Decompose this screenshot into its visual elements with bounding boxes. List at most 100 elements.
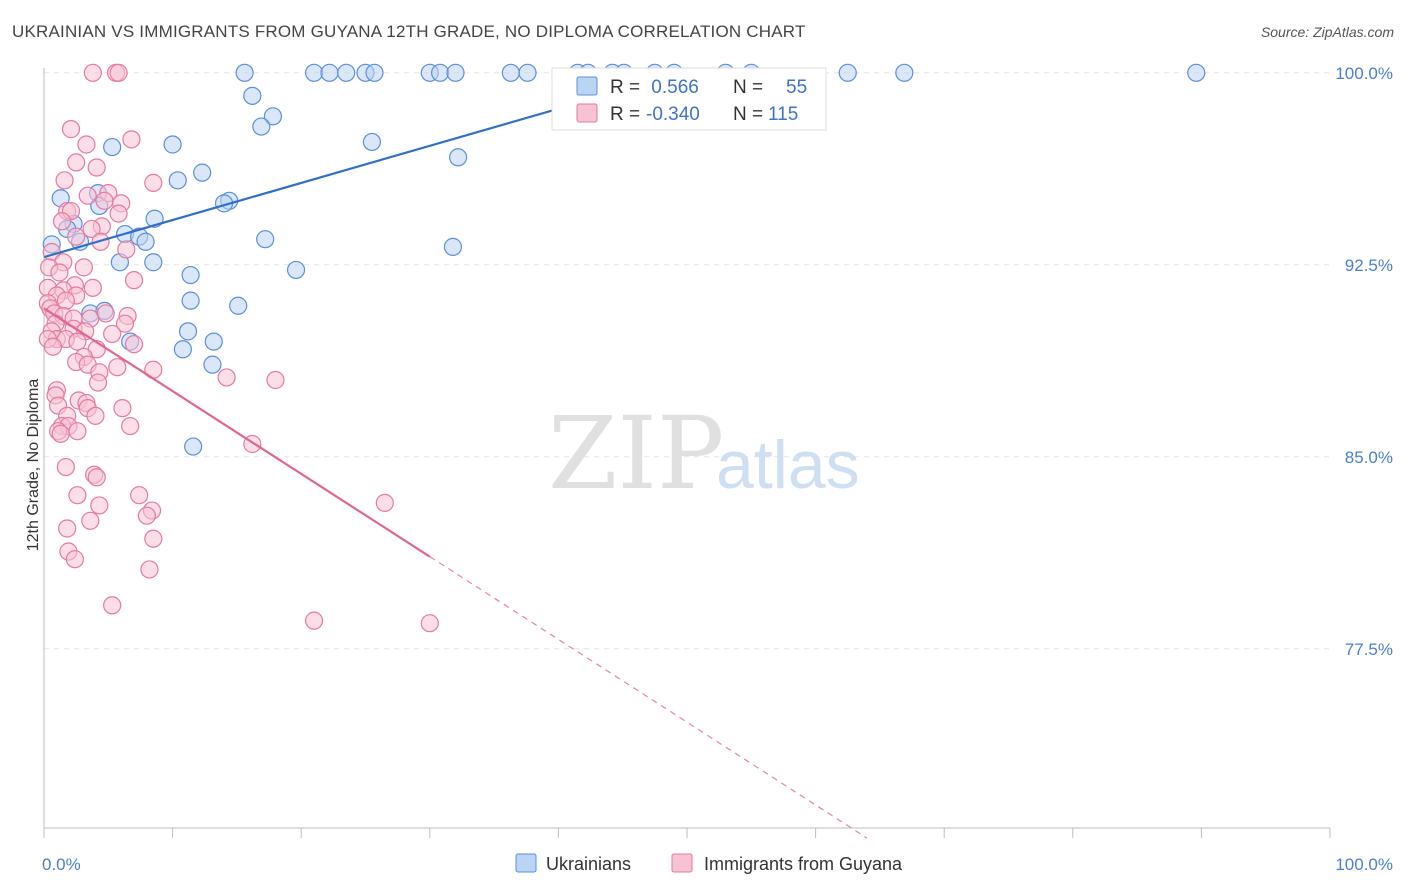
point-guyana-17 [52, 212, 72, 231]
point-guyana-63 [217, 368, 236, 387]
point-guyana-4 [122, 130, 141, 149]
point-guyana-55 [43, 337, 63, 356]
point-guyana-2 [109, 63, 128, 82]
legend-r-label-1: R = [610, 77, 640, 98]
point-guyana-95 [65, 550, 84, 569]
point-guyana-74 [86, 406, 105, 425]
point-guyana-53 [68, 332, 87, 351]
point-guyana-22 [117, 240, 136, 259]
legend-n-value-2: 115 [768, 104, 798, 125]
bottom-legend-swatch-guyana [671, 853, 693, 873]
point-guyana-54 [124, 335, 144, 354]
point-ukrainians-25 [103, 137, 122, 157]
point-ukrainians-0 [235, 63, 254, 82]
x-ticks [43, 828, 1331, 838]
point-guyana-9 [144, 173, 163, 192]
point-guyana-30 [83, 278, 102, 297]
point-ukrainians-30 [168, 171, 187, 190]
point-ukrainians-48 [286, 260, 306, 280]
point-ukrainians-21 [1187, 63, 1206, 82]
point-guyana-86 [130, 486, 149, 505]
point-guyana-85 [68, 486, 87, 505]
point-ukrainians-19 [838, 63, 857, 82]
legend: R = 0.566 N = 55 R = -0.340 N = 115 [551, 67, 827, 131]
legend-r-value-2: -0.340 [646, 104, 700, 125]
point-ukrainians-43 [256, 230, 275, 249]
point-guyana-3 [61, 120, 81, 139]
point-ukrainians-8 [446, 63, 465, 82]
point-ukrainians-2 [320, 63, 339, 82]
point-guyana-79 [68, 422, 87, 441]
point-ukrainians-20 [895, 63, 914, 82]
point-guyana-98 [304, 611, 324, 630]
y-tick-label-0: 77.5% [1345, 640, 1393, 659]
point-guyana-88 [90, 496, 109, 515]
point-guyana-64 [266, 370, 285, 390]
x-tick-label-1: 100.0% [1335, 855, 1393, 874]
point-guyana-82 [56, 457, 75, 477]
point-guyana-93 [144, 529, 163, 548]
point-ukrainians-54 [178, 322, 198, 341]
x-tick-label-0: 0.0% [42, 855, 81, 874]
point-guyana-8 [55, 171, 74, 190]
trend-line-guyana [43, 307, 431, 558]
bottom-legend: Ukrainians Immigrants from Guyana [515, 853, 903, 874]
point-guyana-87 [375, 493, 394, 512]
point-guyana-49 [103, 324, 122, 344]
point-guyana-80 [51, 424, 70, 443]
point-guyana-91 [81, 511, 100, 530]
chart-source: Source: ZipAtlas.com [1260, 24, 1394, 40]
point-ukrainians-27 [362, 132, 382, 152]
bottom-legend-swatch-ukrainians [515, 853, 537, 873]
gridlines [44, 72, 1330, 650]
point-guyana-71 [113, 399, 132, 418]
point-ukrainians-22 [243, 86, 262, 105]
point-guyana-45 [115, 314, 135, 333]
point-ukrainians-50 [181, 291, 200, 310]
point-ukrainians-7 [430, 63, 450, 82]
point-ukrainians-10 [518, 63, 537, 82]
y-axis-label: 12th Grade, No Diploma [25, 379, 42, 552]
point-guyana-39 [96, 304, 115, 323]
y-tick-label-1: 85.0% [1345, 448, 1393, 467]
point-guyana-75 [121, 416, 140, 436]
point-guyana-65 [88, 373, 108, 392]
point-guyana-12 [95, 191, 114, 210]
point-ukrainians-44 [136, 232, 155, 251]
point-ukrainians-5 [365, 63, 384, 82]
point-guyana-99 [420, 614, 439, 633]
point-guyana-92 [58, 519, 77, 538]
point-guyana-96 [140, 560, 159, 579]
point-guyana-25 [74, 258, 93, 277]
legend-n-label-2: N = [733, 104, 763, 125]
point-guyana-16 [109, 204, 128, 223]
point-ukrainians-23 [263, 107, 283, 126]
watermark-atlas: atlas [716, 427, 860, 503]
point-guyana-27 [50, 263, 69, 282]
legend-swatch-guyana [576, 103, 598, 123]
point-ukrainians-29 [193, 163, 212, 182]
y-tick-label-3: 100.0% [1335, 64, 1393, 83]
point-guyana-5 [77, 135, 96, 154]
legend-n-label-1: N = [733, 77, 763, 98]
data-points [38, 63, 1206, 633]
point-ukrainians-58 [203, 355, 222, 374]
legend-r-value-1: 0.566 [646, 77, 699, 98]
bottom-legend-guyana: Immigrants from Guyana [704, 854, 903, 874]
bottom-legend-ukrainians: Ukrainians [546, 854, 631, 874]
point-ukrainians-45 [443, 237, 463, 256]
point-ukrainians-55 [204, 332, 223, 351]
point-ukrainians-3 [337, 63, 356, 82]
point-guyana-19 [82, 219, 101, 239]
point-guyana-11 [78, 186, 97, 205]
point-ukrainians-57 [173, 340, 192, 359]
point-ukrainians-9 [501, 63, 520, 82]
point-ukrainians-59 [184, 437, 203, 456]
point-ukrainians-26 [163, 135, 182, 154]
point-guyana-20 [67, 227, 86, 246]
point-guyana-84 [87, 468, 106, 487]
point-ukrainians-1 [304, 63, 324, 82]
point-guyana-28 [124, 271, 144, 290]
trend-extension-guyana [429, 556, 868, 839]
